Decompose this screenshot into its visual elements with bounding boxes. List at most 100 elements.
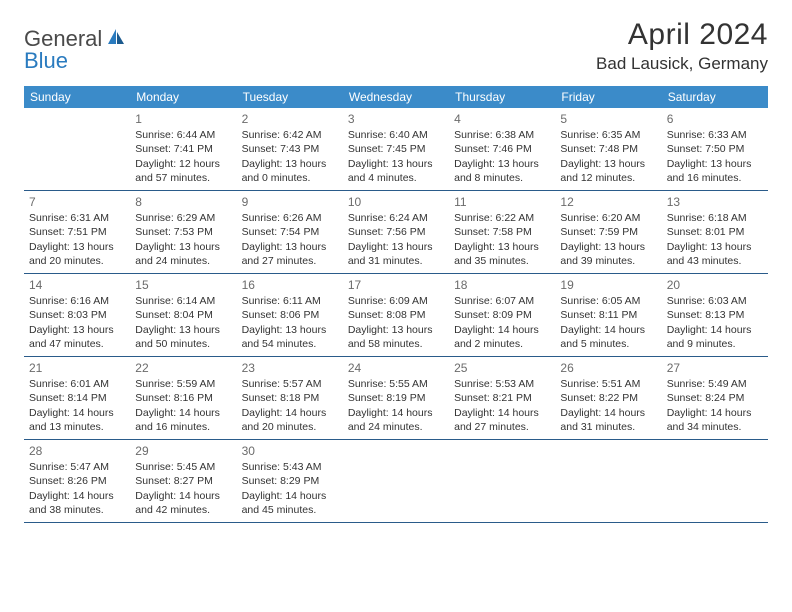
daylight-text: Daylight: 13 hours and 4 minutes. <box>348 157 444 185</box>
day-number: 28 <box>29 443 125 459</box>
daylight-text: Daylight: 14 hours and 27 minutes. <box>454 406 550 434</box>
day-number: 24 <box>348 360 444 376</box>
sunset-text: Sunset: 8:21 PM <box>454 391 550 405</box>
day-number: 22 <box>135 360 231 376</box>
sunrise-text: Sunrise: 6:33 AM <box>667 128 763 142</box>
sunrise-text: Sunrise: 6:24 AM <box>348 211 444 225</box>
daylight-text: Daylight: 14 hours and 45 minutes. <box>242 489 338 517</box>
day-cell: 16Sunrise: 6:11 AMSunset: 8:06 PMDayligh… <box>237 274 343 356</box>
day-cell: 3Sunrise: 6:40 AMSunset: 7:45 PMDaylight… <box>343 108 449 190</box>
day-cell: 24Sunrise: 5:55 AMSunset: 8:19 PMDayligh… <box>343 357 449 439</box>
day-cell: 22Sunrise: 5:59 AMSunset: 8:16 PMDayligh… <box>130 357 236 439</box>
weekday-header: Sunday <box>24 86 130 108</box>
page-header: General April 2024 Bad Lausick, Germany <box>24 18 768 74</box>
day-cell: 20Sunrise: 6:03 AMSunset: 8:13 PMDayligh… <box>662 274 768 356</box>
sunset-text: Sunset: 8:09 PM <box>454 308 550 322</box>
day-number: 4 <box>454 111 550 127</box>
day-number: 15 <box>135 277 231 293</box>
day-number: 3 <box>348 111 444 127</box>
day-number: 12 <box>560 194 656 210</box>
day-cell: 27Sunrise: 5:49 AMSunset: 8:24 PMDayligh… <box>662 357 768 439</box>
sunrise-text: Sunrise: 6:05 AM <box>560 294 656 308</box>
day-number: 8 <box>135 194 231 210</box>
day-number: 7 <box>29 194 125 210</box>
day-number: 27 <box>667 360 763 376</box>
day-cell: 23Sunrise: 5:57 AMSunset: 8:18 PMDayligh… <box>237 357 343 439</box>
day-cell: 30Sunrise: 5:43 AMSunset: 8:29 PMDayligh… <box>237 440 343 522</box>
day-cell-empty <box>24 108 130 190</box>
daylight-text: Daylight: 14 hours and 42 minutes. <box>135 489 231 517</box>
week-row: 28Sunrise: 5:47 AMSunset: 8:26 PMDayligh… <box>24 440 768 523</box>
sunset-text: Sunset: 7:46 PM <box>454 142 550 156</box>
day-number: 6 <box>667 111 763 127</box>
sunset-text: Sunset: 8:24 PM <box>667 391 763 405</box>
sunrise-text: Sunrise: 6:07 AM <box>454 294 550 308</box>
daylight-text: Daylight: 13 hours and 35 minutes. <box>454 240 550 268</box>
day-cell: 2Sunrise: 6:42 AMSunset: 7:43 PMDaylight… <box>237 108 343 190</box>
day-cell-empty <box>343 440 449 522</box>
week-row: 21Sunrise: 6:01 AMSunset: 8:14 PMDayligh… <box>24 357 768 440</box>
day-number: 25 <box>454 360 550 376</box>
daylight-text: Daylight: 13 hours and 16 minutes. <box>667 157 763 185</box>
sunrise-text: Sunrise: 6:01 AM <box>29 377 125 391</box>
daylight-text: Daylight: 14 hours and 24 minutes. <box>348 406 444 434</box>
sunset-text: Sunset: 7:43 PM <box>242 142 338 156</box>
logo-sail-icon <box>106 27 126 52</box>
sunrise-text: Sunrise: 6:09 AM <box>348 294 444 308</box>
sunrise-text: Sunrise: 5:55 AM <box>348 377 444 391</box>
daylight-text: Daylight: 13 hours and 50 minutes. <box>135 323 231 351</box>
day-cell: 7Sunrise: 6:31 AMSunset: 7:51 PMDaylight… <box>24 191 130 273</box>
daylight-text: Daylight: 13 hours and 54 minutes. <box>242 323 338 351</box>
sunset-text: Sunset: 7:56 PM <box>348 225 444 239</box>
sunset-text: Sunset: 8:27 PM <box>135 474 231 488</box>
sunset-text: Sunset: 7:58 PM <box>454 225 550 239</box>
day-cell: 5Sunrise: 6:35 AMSunset: 7:48 PMDaylight… <box>555 108 661 190</box>
daylight-text: Daylight: 12 hours and 57 minutes. <box>135 157 231 185</box>
week-row: 14Sunrise: 6:16 AMSunset: 8:03 PMDayligh… <box>24 274 768 357</box>
day-number: 17 <box>348 277 444 293</box>
sunrise-text: Sunrise: 5:47 AM <box>29 460 125 474</box>
sunset-text: Sunset: 8:08 PM <box>348 308 444 322</box>
weeks-container: 1Sunrise: 6:44 AMSunset: 7:41 PMDaylight… <box>24 108 768 523</box>
weekday-header: Thursday <box>449 86 555 108</box>
day-cell: 17Sunrise: 6:09 AMSunset: 8:08 PMDayligh… <box>343 274 449 356</box>
day-number: 21 <box>29 360 125 376</box>
sunset-text: Sunset: 7:45 PM <box>348 142 444 156</box>
daylight-text: Daylight: 13 hours and 43 minutes. <box>667 240 763 268</box>
day-cell: 11Sunrise: 6:22 AMSunset: 7:58 PMDayligh… <box>449 191 555 273</box>
weekday-header: Friday <box>555 86 661 108</box>
logo-line2: Blue <box>24 48 68 74</box>
title-block: April 2024 Bad Lausick, Germany <box>596 18 768 74</box>
daylight-text: Daylight: 14 hours and 20 minutes. <box>242 406 338 434</box>
day-number: 9 <box>242 194 338 210</box>
day-cell-empty <box>662 440 768 522</box>
sunset-text: Sunset: 8:13 PM <box>667 308 763 322</box>
day-number: 11 <box>454 194 550 210</box>
daylight-text: Daylight: 13 hours and 58 minutes. <box>348 323 444 351</box>
daylight-text: Daylight: 13 hours and 8 minutes. <box>454 157 550 185</box>
sunrise-text: Sunrise: 6:42 AM <box>242 128 338 142</box>
sunset-text: Sunset: 8:18 PM <box>242 391 338 405</box>
sunrise-text: Sunrise: 6:22 AM <box>454 211 550 225</box>
sunrise-text: Sunrise: 6:35 AM <box>560 128 656 142</box>
daylight-text: Daylight: 14 hours and 38 minutes. <box>29 489 125 517</box>
sunrise-text: Sunrise: 5:43 AM <box>242 460 338 474</box>
logo-text-blue: Blue <box>24 48 68 73</box>
daylight-text: Daylight: 14 hours and 34 minutes. <box>667 406 763 434</box>
sunset-text: Sunset: 8:22 PM <box>560 391 656 405</box>
weekday-header: Monday <box>130 86 236 108</box>
sunset-text: Sunset: 7:54 PM <box>242 225 338 239</box>
logo: General <box>24 18 130 52</box>
sunrise-text: Sunrise: 5:45 AM <box>135 460 231 474</box>
day-number: 26 <box>560 360 656 376</box>
sunset-text: Sunset: 8:26 PM <box>29 474 125 488</box>
sunrise-text: Sunrise: 6:14 AM <box>135 294 231 308</box>
daylight-text: Daylight: 14 hours and 9 minutes. <box>667 323 763 351</box>
day-cell: 4Sunrise: 6:38 AMSunset: 7:46 PMDaylight… <box>449 108 555 190</box>
sunrise-text: Sunrise: 5:53 AM <box>454 377 550 391</box>
day-cell: 21Sunrise: 6:01 AMSunset: 8:14 PMDayligh… <box>24 357 130 439</box>
day-cell: 18Sunrise: 6:07 AMSunset: 8:09 PMDayligh… <box>449 274 555 356</box>
day-cell: 1Sunrise: 6:44 AMSunset: 7:41 PMDaylight… <box>130 108 236 190</box>
sunset-text: Sunset: 7:53 PM <box>135 225 231 239</box>
day-cell: 6Sunrise: 6:33 AMSunset: 7:50 PMDaylight… <box>662 108 768 190</box>
